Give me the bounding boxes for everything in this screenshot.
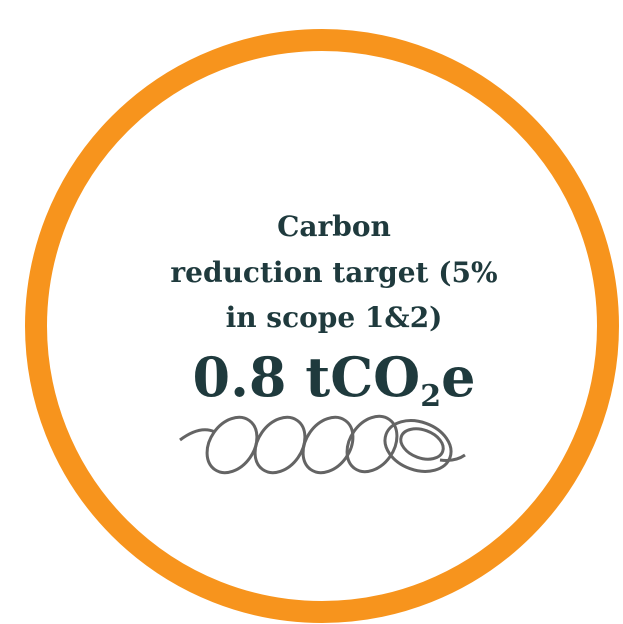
label-line: in scope 1&2) — [226, 301, 443, 334]
value-subscript: 2 — [420, 379, 441, 414]
value-suffix: e — [441, 345, 475, 409]
badge: Carbon reduction target (5% in scope 1&2… — [0, 0, 623, 624]
value-main: 0.8 tCO — [193, 345, 421, 409]
label-line: reduction target (5% — [170, 256, 497, 289]
label-line: Carbon — [277, 210, 391, 243]
page: Carbon reduction target (5% in scope 1&2… — [0, 0, 623, 624]
